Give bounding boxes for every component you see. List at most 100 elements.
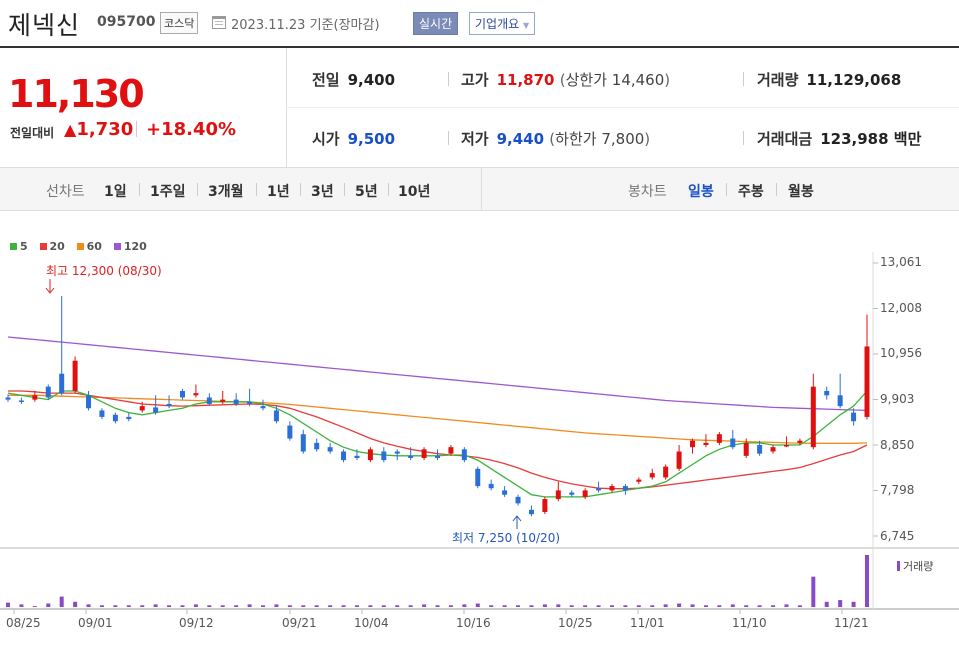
y-tick: 9,903: [880, 392, 915, 406]
volume-bar: [569, 605, 574, 607]
candle-body: [126, 416, 132, 420]
candle-body: [837, 395, 843, 407]
candle-body: [515, 496, 521, 504]
volume-bar: [690, 604, 695, 607]
tab-10y[interactable]: 10년: [398, 184, 431, 200]
candle-body: [676, 451, 682, 469]
volume-bar: [744, 605, 749, 607]
candle-body: [649, 473, 655, 478]
volume-bar: [341, 605, 346, 607]
x-tick: 11/21: [834, 616, 869, 630]
company-name: 제넥신: [8, 11, 81, 40]
y-tick: 7,798: [880, 483, 915, 497]
volume-bar: [838, 600, 843, 607]
chart-legend: 5 20 60 120: [10, 240, 155, 253]
candle-body: [367, 449, 373, 461]
tab-1w[interactable]: 1주일: [150, 184, 186, 200]
candle-body: [394, 451, 400, 454]
x-tick: 10/16: [456, 616, 491, 630]
volume-bar: [99, 605, 104, 607]
candle-body: [86, 395, 92, 409]
volume-bar: [167, 605, 172, 607]
candle-body: [314, 442, 320, 450]
candle-body: [730, 438, 736, 448]
volume-bar: [596, 605, 601, 607]
candle-body: [810, 386, 816, 448]
candle-body: [502, 490, 508, 495]
candle-body: [461, 449, 467, 461]
annotation-low: 최저 7,250 (10/20): [452, 531, 561, 545]
basis-date: 2023.11.23 기준(장마감): [231, 18, 380, 33]
volume-bar: [435, 605, 440, 607]
candle-body: [703, 442, 709, 446]
candle-body: [260, 406, 266, 409]
volume-bar: [583, 605, 588, 607]
candle-body: [381, 451, 387, 461]
candle-body: [797, 440, 803, 443]
stock-chart[interactable]: 5 20 60 120 최고 12,300 (08/30) 최저 7,250 (…: [0, 212, 959, 647]
tab-daily[interactable]: 일봉: [688, 184, 714, 200]
candle-body: [139, 406, 145, 411]
candle-body: [596, 488, 602, 491]
candle-body: [193, 393, 199, 396]
tab-1d[interactable]: 1일: [104, 184, 127, 200]
x-tick: 11/10: [732, 616, 767, 630]
candle-body: [636, 479, 642, 482]
volume-bar: [314, 605, 319, 607]
volume-bar: [354, 605, 359, 607]
x-tick: 10/25: [558, 616, 593, 630]
volume-bar: [502, 605, 507, 607]
chevron-down-icon: ▼: [523, 21, 530, 30]
candle-body: [824, 390, 830, 396]
diff-label: 전일대비: [10, 126, 55, 140]
period-tabs: 선차트 1일 1주일 3개월 1년 3년 5년 10년 봉차트 일봉 주봉 월봉: [0, 168, 959, 211]
volume-bar: [730, 604, 735, 607]
volume-bar: [462, 604, 467, 607]
candle-body: [528, 509, 534, 515]
candle-body: [99, 410, 105, 417]
candle-body: [45, 386, 51, 398]
volume-bar: [703, 605, 708, 607]
candle-body: [273, 410, 279, 422]
volume-bar: [193, 604, 198, 607]
candle-body: [864, 346, 870, 417]
tab-weekly[interactable]: 주봉: [738, 184, 764, 200]
candle-chart-label: 봉차트: [628, 184, 667, 200]
ma5-line: [7, 390, 868, 498]
volume-bar: [46, 603, 51, 607]
tab-3m[interactable]: 3개월: [208, 184, 244, 200]
tab-3y[interactable]: 3년: [311, 184, 334, 200]
legend-ma5: 5: [10, 240, 28, 253]
volume-bar: [368, 605, 373, 607]
candle-body: [609, 486, 615, 491]
volume-bar: [650, 605, 655, 607]
candle-body: [488, 483, 494, 489]
volume-bar: [73, 601, 78, 607]
ma60-line: [8, 394, 868, 444]
tab-1y[interactable]: 1년: [267, 184, 290, 200]
candle-body: [622, 486, 628, 491]
market-badge: 코스닥: [160, 12, 199, 34]
candle-body: [300, 434, 306, 452]
tab-monthly[interactable]: 월봉: [788, 184, 814, 200]
volume-bar: [677, 603, 682, 607]
x-tick: 08/25: [6, 616, 41, 630]
candle-body: [783, 445, 789, 447]
candle-body: [32, 395, 38, 400]
candle-body: [421, 449, 427, 458]
tab-5y[interactable]: 5년: [355, 184, 378, 200]
x-tick: 11/01: [630, 616, 665, 630]
candle-body: [206, 397, 212, 404]
candle-body: [179, 390, 185, 398]
x-tick: 10/04: [354, 616, 389, 630]
volume-bar: [556, 604, 561, 607]
candle-body: [435, 455, 440, 458]
y-tick: 8,850: [880, 438, 915, 452]
realtime-button[interactable]: 실시간: [413, 12, 459, 35]
volume-bar: [180, 605, 185, 607]
low-arrow-head: [512, 515, 522, 522]
company-overview-button[interactable]: 기업개요 ▼: [469, 12, 536, 35]
volume-bar: [113, 605, 118, 607]
legend-ma120: 120: [113, 240, 147, 253]
high-price: 고가 11,870 (상한가 14,460): [461, 71, 671, 89]
